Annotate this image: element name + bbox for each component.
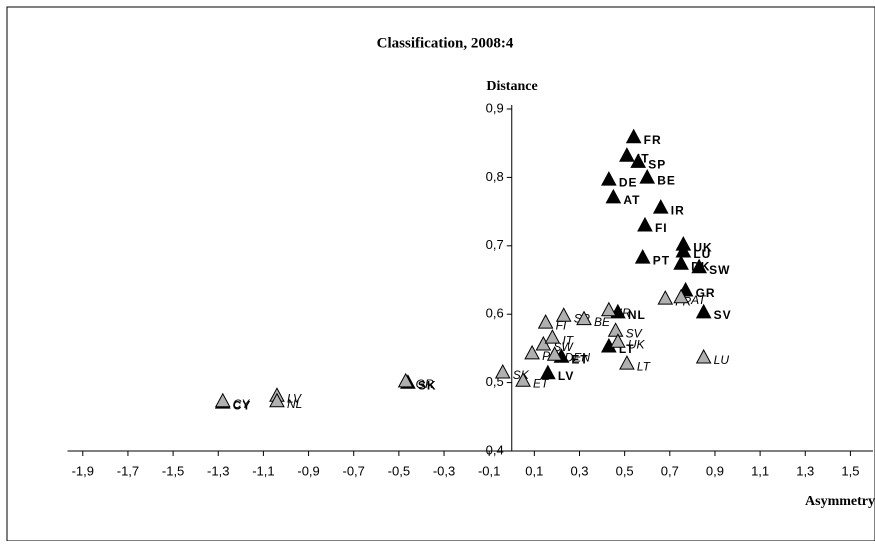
point-label: SW xyxy=(709,263,730,277)
point xyxy=(675,242,692,258)
x-axis-label: Asymmetry xyxy=(805,494,875,509)
point-label: FR xyxy=(644,133,662,147)
point xyxy=(634,249,651,264)
point xyxy=(639,169,656,184)
x-tick-label: -0,3 xyxy=(433,463,455,478)
y-axis-label: Distance xyxy=(486,79,537,94)
x-tick-label: 1,1 xyxy=(751,463,769,478)
point-label: DE xyxy=(619,175,638,189)
point-label: FI xyxy=(655,221,668,235)
point xyxy=(544,329,561,344)
point-label: BE xyxy=(594,315,611,329)
x-tick-label: -1,7 xyxy=(117,463,139,478)
x-tick-label: 0,5 xyxy=(616,463,634,478)
point-label: UK xyxy=(628,337,646,351)
point-label: SV xyxy=(626,326,643,340)
point xyxy=(494,363,511,379)
chart-border xyxy=(6,6,875,542)
point xyxy=(610,333,626,348)
point-label: PT xyxy=(653,253,670,267)
point-label: LU xyxy=(693,247,711,261)
x-tick-label: 1,5 xyxy=(841,463,859,478)
point-label: SP xyxy=(648,158,666,172)
x-tick-label: 0,3 xyxy=(570,463,588,478)
x-tick-label: -0,1 xyxy=(478,463,500,478)
point xyxy=(695,348,712,364)
point-label: LU xyxy=(714,353,730,367)
point-label: LV xyxy=(287,391,302,405)
point xyxy=(540,364,556,380)
point xyxy=(515,372,531,387)
point-label: AT xyxy=(623,193,640,207)
point xyxy=(537,314,554,329)
point-label: SW xyxy=(553,340,574,354)
point-label: AT xyxy=(690,293,707,307)
point xyxy=(555,307,572,322)
point xyxy=(546,346,563,361)
point xyxy=(630,153,647,168)
chart-title: Classification, 2008:4 xyxy=(377,35,514,51)
point-label: IT xyxy=(562,333,574,347)
point xyxy=(524,344,540,360)
point xyxy=(576,310,592,326)
point-label: IR xyxy=(671,203,685,217)
point-label: GR xyxy=(696,286,716,300)
point xyxy=(214,392,231,408)
x-tick-label: -0,5 xyxy=(388,463,410,478)
point xyxy=(625,128,642,144)
point xyxy=(652,199,669,214)
point xyxy=(619,147,635,162)
point-label: FI xyxy=(556,318,567,332)
x-tick-label: -1,3 xyxy=(207,463,229,478)
point-label: LT xyxy=(637,359,652,373)
y-tick-label: 0,7 xyxy=(486,237,504,252)
point xyxy=(695,303,712,319)
x-tick-label: 0,9 xyxy=(706,463,724,478)
point xyxy=(269,392,285,408)
point xyxy=(397,372,414,388)
y-tick-label: 0,8 xyxy=(486,169,504,184)
x-tick-label: -1,1 xyxy=(252,463,274,478)
x-tick-label: -1,9 xyxy=(72,463,94,478)
point xyxy=(691,258,707,274)
point-label: DK xyxy=(691,259,710,273)
y-tick-label: 0,9 xyxy=(486,100,504,115)
x-tick-label: 0,1 xyxy=(525,463,543,478)
point xyxy=(673,288,689,304)
x-tick-label: -0,9 xyxy=(297,463,319,478)
point-label: DEN xyxy=(565,350,591,364)
point xyxy=(637,216,653,232)
point xyxy=(619,355,635,370)
x-tick-label: -1,5 xyxy=(162,463,184,478)
point-label: ET xyxy=(533,376,550,390)
point-label: BE xyxy=(657,173,676,187)
point xyxy=(605,188,622,204)
point-label: SK xyxy=(418,378,437,392)
point xyxy=(601,171,617,186)
x-tick-label: 1,3 xyxy=(796,463,814,478)
point-label: SV xyxy=(714,308,732,322)
point xyxy=(657,290,674,305)
point-label: IR xyxy=(619,306,631,320)
point xyxy=(673,255,689,270)
point-label: GR xyxy=(416,377,434,391)
point-label: NL xyxy=(287,397,302,411)
point-label: NL xyxy=(628,308,646,322)
y-tick-label: 0,6 xyxy=(486,306,504,321)
point-label: CY xyxy=(233,398,252,412)
point-label: ET xyxy=(571,352,588,366)
point-label: UK xyxy=(693,240,712,254)
point xyxy=(607,322,624,337)
point xyxy=(601,301,617,317)
x-tick-label: 0,7 xyxy=(661,463,679,478)
y-tick-label: 0,4 xyxy=(486,442,504,457)
point-label: IT xyxy=(637,151,650,165)
point-label: LV xyxy=(558,369,574,383)
point-label: CY xyxy=(233,397,251,411)
x-tick-label: -0,7 xyxy=(343,463,365,478)
